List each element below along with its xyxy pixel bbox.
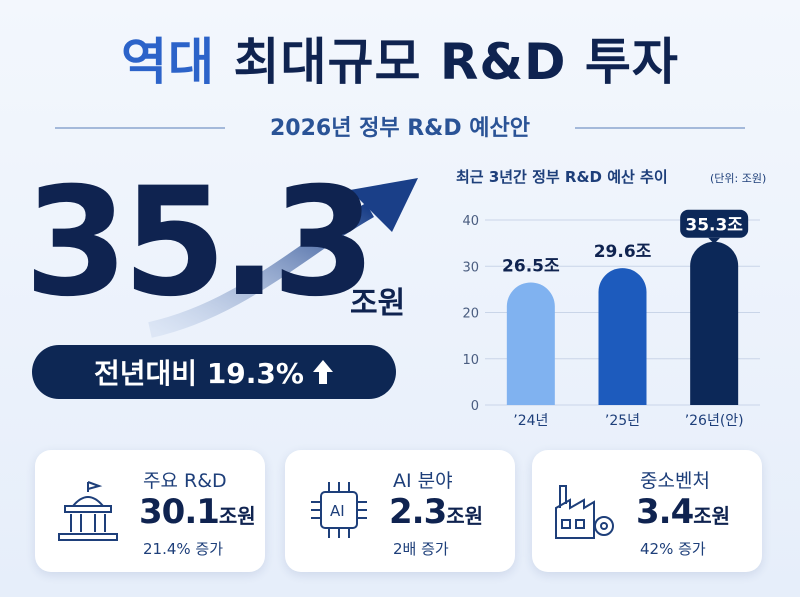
subtitle: 2026년 정부 R&D 예산안 xyxy=(269,116,531,141)
y-tick-label: 30 xyxy=(462,260,479,275)
value-label: 35.3조 xyxy=(685,216,743,236)
card-label: 중소벤처 xyxy=(640,470,710,492)
y-tick-label: 0 xyxy=(471,399,479,414)
card-unit: 조원 xyxy=(693,504,731,528)
bar xyxy=(598,268,647,405)
bar xyxy=(690,241,739,405)
card: 중소벤처 3.4조원 42% 증가 xyxy=(532,450,762,572)
hero-value: 35.3 xyxy=(24,156,376,330)
arrow-head xyxy=(350,178,418,232)
title: 역대 최대규모 R&D 투자 xyxy=(0,22,800,94)
change-pill: 전년대비 19.3% xyxy=(32,345,396,399)
card-unit: 조원 xyxy=(218,504,256,528)
card-value-row: 2.3조원 xyxy=(389,492,483,532)
label-pill xyxy=(680,209,749,238)
card-value: 2.3 xyxy=(389,492,447,532)
title-highlight: 역대 xyxy=(121,33,216,91)
card-value: 30.1 xyxy=(139,492,220,532)
card: AI AI 분야 2.3조원 2배 증가 xyxy=(285,450,515,572)
title-rest: 최대규모 R&D 투자 xyxy=(233,33,679,91)
y-tick-label: 20 xyxy=(462,307,479,322)
unit-note: (단위: 조원) xyxy=(710,172,766,185)
card-unit: 조원 xyxy=(446,504,484,528)
up-icon xyxy=(312,360,333,384)
change-text: 전년대비 19.3% xyxy=(94,357,304,390)
card-value: 3.4 xyxy=(636,492,694,532)
card-label: 주요 R&D xyxy=(143,470,227,492)
card-label: AI 분야 xyxy=(393,470,453,492)
value-label: 26.5조 xyxy=(502,256,560,276)
card: 주요 R&D 30.1조원 21.4% 증가 xyxy=(35,450,265,572)
icon-factory xyxy=(555,485,614,539)
x-tick-label: ’26년(안) xyxy=(685,413,744,429)
y-tick-label: 10 xyxy=(462,353,479,368)
icon-chip: AI xyxy=(311,482,367,538)
hero-unit: 조원 xyxy=(350,286,406,321)
card-value-row: 3.4조원 xyxy=(636,492,730,532)
x-tick-label: ’25년 xyxy=(605,413,640,429)
trend-arrow xyxy=(148,203,374,338)
y-tick-label: 40 xyxy=(462,214,479,229)
card-note: 2배 증가 xyxy=(393,540,449,558)
value-label: 29.6조 xyxy=(594,242,652,262)
svg-text:AI: AI xyxy=(330,502,345,520)
card-value-row: 30.1조원 xyxy=(139,492,256,532)
icon-building xyxy=(58,481,118,541)
label-pill-tail xyxy=(708,237,721,244)
bar xyxy=(506,282,555,405)
card-note: 21.4% 증가 xyxy=(143,540,224,558)
x-tick-label: ’24년 xyxy=(513,413,548,429)
card-note: 42% 증가 xyxy=(640,540,706,558)
chart-title: 최근 3년간 정부 R&D 예산 추이 xyxy=(456,168,668,186)
